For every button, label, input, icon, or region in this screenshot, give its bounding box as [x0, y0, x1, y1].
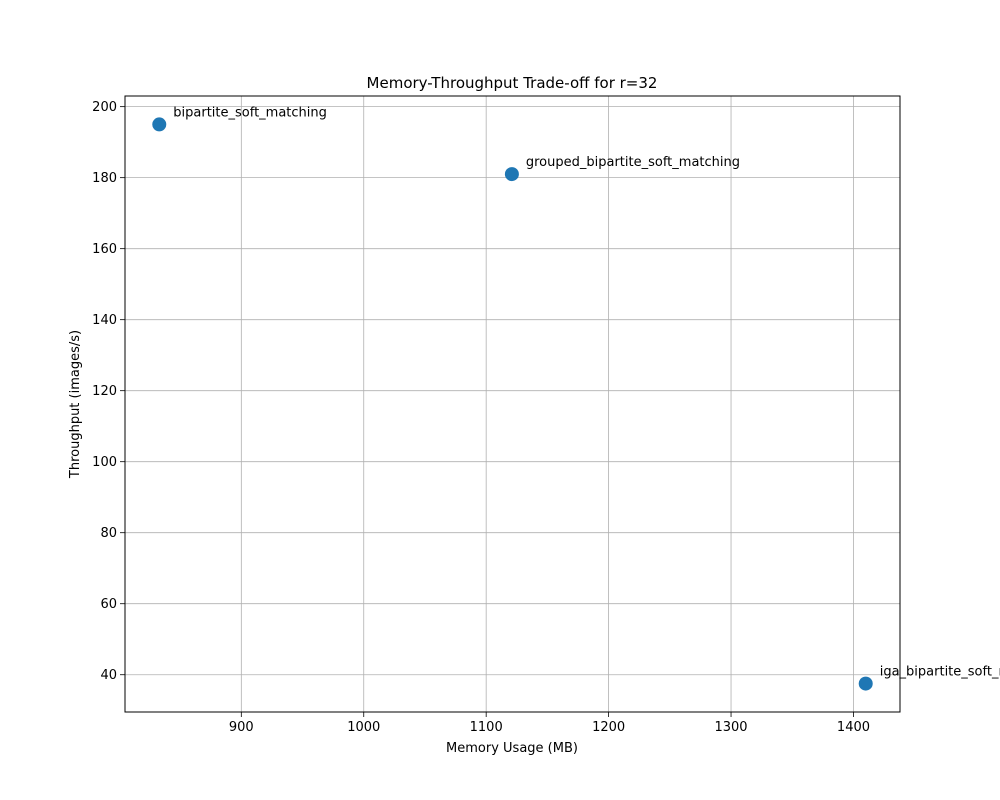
x-tick-label: 1400: [837, 720, 870, 735]
y-tick-label: 180: [92, 171, 117, 186]
y-tick-label: 80: [100, 526, 117, 541]
y-tick-label: 200: [92, 100, 117, 115]
y-tick-label: 120: [92, 384, 117, 399]
x-tick-label: 1200: [592, 720, 625, 735]
tick-marks: 900 1000 1100 1200 1300 1400 40 60 80 100 120 140 16…: [92, 100, 870, 735]
point-label: grouped_bipartite_soft_matching: [526, 155, 740, 170]
y-tick-label: 40: [100, 668, 117, 683]
point-label: bipartite_soft_matching: [173, 105, 327, 120]
point-label: iga_bipartite_soft_matching: [880, 665, 1000, 680]
y-tick-label: 60: [100, 597, 117, 612]
x-tick-label: 1100: [470, 720, 503, 735]
data-point: [504, 167, 519, 182]
y-tick-label: 140: [92, 313, 117, 328]
grid-lines: [125, 96, 900, 712]
y-tick-label: 160: [92, 242, 117, 257]
y-tick-label: 100: [92, 455, 117, 470]
data-point: [152, 117, 167, 132]
axes: [124, 95, 901, 713]
x-tick-label: 900: [229, 720, 254, 735]
chart-title: Memory-Throughput Trade-off for r=32: [367, 74, 658, 92]
x-tick-label: 1000: [347, 720, 380, 735]
y-axis-label: Throughput (images/s): [68, 330, 83, 479]
data-point: [858, 676, 873, 691]
x-axis-label: Memory Usage (MB): [446, 741, 578, 756]
x-tick-label: 1300: [714, 720, 747, 735]
plot-frame: [124, 95, 901, 713]
data-points: bipartite_soft_matching grouped_bipartite…: [152, 105, 1000, 691]
